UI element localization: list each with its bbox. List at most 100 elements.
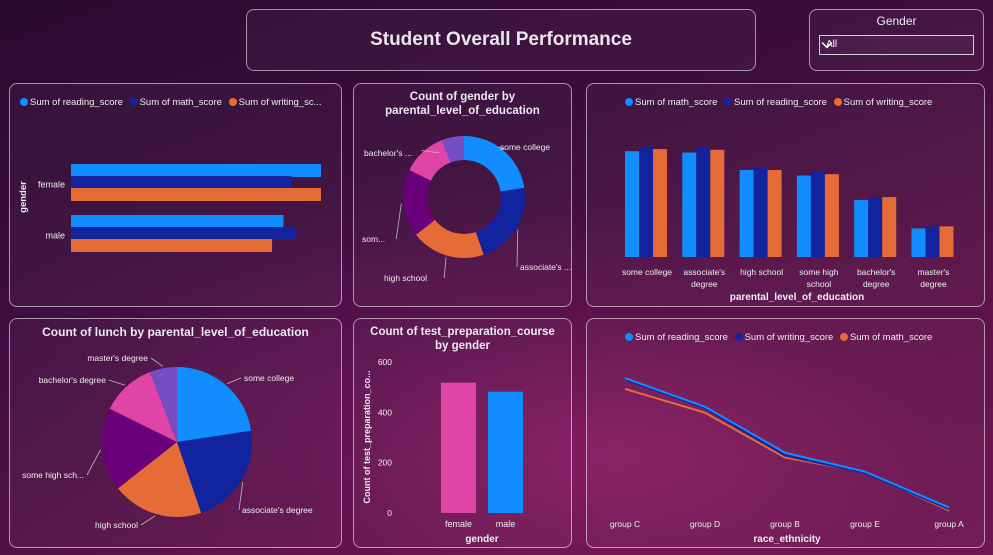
slice-label: associate's degree xyxy=(242,505,313,515)
legend-item[interactable]: Sum of writing_sc... xyxy=(228,97,322,108)
pie-slice xyxy=(101,408,177,489)
bar xyxy=(868,197,883,257)
category-label: degree xyxy=(920,279,947,289)
gender-slicer: Gender All xyxy=(809,9,984,71)
category-label: school xyxy=(807,279,832,289)
pie-slice xyxy=(475,187,525,255)
bar xyxy=(441,382,476,513)
tick-label: 200 xyxy=(378,458,392,468)
category-label: female xyxy=(445,519,472,529)
leader-line xyxy=(140,515,156,526)
chart-title-text: Count of test_preparation_course by gend… xyxy=(370,326,555,352)
category-label: group E xyxy=(850,519,880,529)
legend-item[interactable]: Sum of reading_score xyxy=(625,332,728,343)
leader-line xyxy=(86,449,101,476)
bar xyxy=(925,226,940,257)
gender-dropdown[interactable]: All xyxy=(819,35,974,55)
slice-label: bachelor's ... xyxy=(364,148,412,158)
slice-label: som... xyxy=(362,234,385,244)
gender-scores-bar-chart: Sum of reading_score Sum of math_score S… xyxy=(9,83,342,307)
legend-label: Sum of writing_score xyxy=(744,332,834,343)
leader-line xyxy=(150,357,164,367)
leader-line xyxy=(227,377,242,384)
bar xyxy=(625,151,639,257)
gender-by-education-donut-chart: Count of gender by parental_level_of_edu… xyxy=(353,83,572,307)
legend-item[interactable]: Sum of math_score xyxy=(625,97,717,108)
legend-item[interactable]: Sum of math_score xyxy=(839,332,933,343)
bar xyxy=(488,391,523,513)
category-label: male xyxy=(496,519,516,529)
bar xyxy=(71,188,321,201)
chart-title-text: Count of lunch by parental_level_of_educ… xyxy=(42,325,309,339)
bar xyxy=(810,171,825,257)
bar xyxy=(939,226,954,257)
series-line xyxy=(624,378,950,511)
category-label: group D xyxy=(690,519,720,529)
bar xyxy=(739,169,754,257)
dropdown-value: All xyxy=(826,39,838,50)
slice-label: some college xyxy=(500,142,550,152)
legend-item[interactable]: Sum of reading_score xyxy=(724,97,827,108)
test-prep-by-gender-column-chart: Count of test_preparation_course by gend… xyxy=(353,318,572,548)
pie-slice xyxy=(177,430,252,514)
bar xyxy=(767,169,782,257)
leader-line xyxy=(421,150,440,154)
bar xyxy=(753,167,768,257)
series-line xyxy=(624,387,950,512)
legend-label: Sum of writing_score xyxy=(843,97,933,108)
chart-title: Count of gender by parental_level_of_edu… xyxy=(354,90,571,118)
chart-legend: Sum of reading_score Sum of math_score S… xyxy=(20,97,326,108)
bar xyxy=(639,147,653,257)
category-label: group A xyxy=(934,519,964,529)
category-label: male xyxy=(45,231,65,241)
legend-item[interactable]: Sum of reading_score xyxy=(20,97,123,108)
pie-slice xyxy=(403,169,435,235)
pie-slice xyxy=(416,219,484,258)
bar xyxy=(71,164,321,177)
chart-title: Count of lunch by parental_level_of_educ… xyxy=(10,325,341,339)
legend-item[interactable]: Sum of writing_score xyxy=(833,97,933,108)
leader-line xyxy=(395,203,402,240)
legend-item[interactable]: Sum of math_score xyxy=(129,97,222,108)
page-title: Student Overall Performance xyxy=(370,29,632,50)
tick-label: 600 xyxy=(378,357,392,367)
bar xyxy=(71,215,284,228)
legend-item[interactable]: Sum of writing_score xyxy=(734,332,834,343)
chart-legend: Sum of math_score Sum of reading_score S… xyxy=(625,97,936,108)
y-axis-title: Count of test_preparation_co... xyxy=(362,370,372,503)
tick-label: 0 xyxy=(387,508,392,518)
category-label: degree xyxy=(863,279,890,289)
leader-line xyxy=(108,379,126,386)
chevron-down-icon xyxy=(821,42,833,49)
slice-label: master's degree xyxy=(87,353,148,363)
chart-title: Count of test_preparation_course by gend… xyxy=(354,325,571,353)
legend-label: Sum of reading_score xyxy=(635,332,728,343)
title-card: Student Overall Performance xyxy=(246,9,756,71)
pie-slice xyxy=(149,367,177,442)
slicer-label: Gender xyxy=(876,14,917,28)
bar xyxy=(71,176,292,189)
legend-label: Sum of reading_score xyxy=(734,97,827,108)
category-label: high school xyxy=(740,267,783,277)
leader-line xyxy=(238,481,244,511)
legend-label: Sum of math_score xyxy=(849,332,933,343)
category-label: some high xyxy=(799,267,838,277)
bar xyxy=(710,149,725,257)
category-label: bachelor's xyxy=(857,267,895,277)
education-scores-column-chart: Sum of math_score Sum of reading_score S… xyxy=(586,83,985,307)
bar xyxy=(682,152,697,257)
slice-label: associate's ... xyxy=(520,262,571,272)
pie-slice xyxy=(409,140,451,181)
category-label: group B xyxy=(770,519,800,529)
slice-label: bachelor's degree xyxy=(39,375,107,385)
category-label: group C xyxy=(610,519,640,529)
category-label: female xyxy=(38,180,65,190)
category-label: master's xyxy=(918,267,950,277)
legend-label: Sum of math_score xyxy=(139,97,222,108)
category-label: associate's xyxy=(683,267,725,277)
chart-legend: Sum of reading_score Sum of writing_scor… xyxy=(625,332,936,343)
x-axis-title: parental_level_of_education xyxy=(730,292,865,303)
pie-slice xyxy=(464,136,525,192)
leader-line xyxy=(443,257,447,279)
bar xyxy=(71,239,273,252)
